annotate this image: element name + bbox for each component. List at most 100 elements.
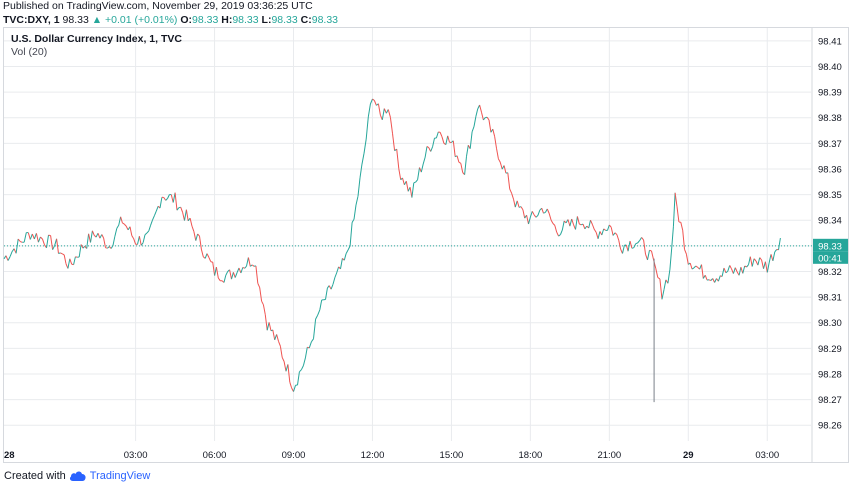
price-segment [63,254,67,264]
price-segment [60,252,63,255]
price-segment [310,338,314,343]
price-segment [682,230,685,250]
chart-pane[interactable] [3,27,849,463]
price-segment [483,117,486,121]
price-segment [170,194,174,203]
volume-indicator-label[interactable]: Vol (20) [11,46,48,58]
price-segment [107,246,110,249]
price-segment [3,255,7,260]
price-segment [415,179,418,183]
price-segment [48,234,51,237]
y-tick-label: 98.32 [818,267,842,278]
price-segment [473,116,477,127]
price-segment [133,238,137,245]
price-segment [749,256,753,267]
price-segment [20,241,23,243]
price-segment [411,182,415,198]
tradingview-brand[interactable]: TradingView [89,470,151,482]
price-segment [349,222,353,246]
price-segment [189,217,193,227]
price-segment [214,266,217,276]
price-segment [763,261,766,269]
price-segment [242,266,245,269]
price-segment [140,242,144,246]
price-segment [231,272,234,280]
price-segment [279,346,283,358]
price-segment [588,220,591,229]
symbol-name[interactable]: TVC:DXY, 1 [3,14,60,26]
price-segment [240,267,244,274]
price-segment [575,216,578,230]
x-tick-label: 03:00 [755,450,779,461]
x-tick-label: 09:00 [282,450,306,461]
price-segment [672,192,676,227]
price-segment [31,233,35,240]
tradingview-cloud-icon [69,471,86,481]
y-tick-label: 98.26 [818,421,842,432]
price-segment [120,216,123,224]
price-segment [494,136,497,149]
price-segment [778,238,781,250]
symbol-bar: TVC:DXY, 1 98.33 ▲ +0.01 (+0.01%) O:98.3… [3,14,849,27]
price-segment [204,253,208,259]
price-segment [266,322,270,331]
price-segment [544,208,548,213]
price-segment [67,258,71,269]
price-segment [112,236,116,246]
last-price: 98.33 [62,14,89,26]
price-segment [146,230,150,234]
price-segment [509,188,513,194]
price-segment [488,119,492,133]
price-segment [426,145,430,149]
y-tick-label: 98.38 [818,113,842,124]
y-tick-label: 98.40 [818,62,842,73]
price-segment [105,247,108,249]
price-segment [389,117,393,134]
price-segment [40,236,43,240]
price-segment [345,249,349,254]
price-segment [95,232,99,238]
y-tick-label: 98.28 [818,369,842,380]
price-segment [122,222,125,225]
price-segment [405,181,409,192]
price-segment [748,256,751,265]
price-segment [387,109,391,118]
price-segment [73,256,76,265]
price-segment [729,265,732,270]
price-segment [518,206,522,208]
price-segment [244,265,247,269]
price-segment [528,216,531,225]
price-segment [35,233,39,243]
price-segment [567,219,571,227]
price-segment [328,285,332,290]
price-segment [576,216,580,225]
price-segment [622,245,625,254]
price-segment [430,146,434,152]
x-tick-label: 28 [4,450,15,461]
price-segment [353,204,357,220]
price-segment [661,289,665,300]
price-segment [299,369,302,373]
price-segment [90,230,93,243]
price-segment [46,235,49,248]
price-segment [479,104,482,113]
price-segment [704,275,708,281]
price-segment [274,334,278,340]
price-segment [580,223,584,226]
price-segment [766,262,770,273]
y-tick-label: 98.37 [818,139,842,150]
price-segment [302,357,306,366]
price-segment [751,258,755,267]
price-segment [663,279,667,290]
price-segment [372,98,375,101]
price-segment [593,229,597,233]
price-segment [674,192,678,207]
price-segment [712,278,716,283]
price-segment [272,329,276,340]
price-segment [264,314,268,331]
price-segment [110,245,114,249]
price-segment [503,165,507,174]
price-segment [255,265,259,284]
price-segment [137,236,140,245]
